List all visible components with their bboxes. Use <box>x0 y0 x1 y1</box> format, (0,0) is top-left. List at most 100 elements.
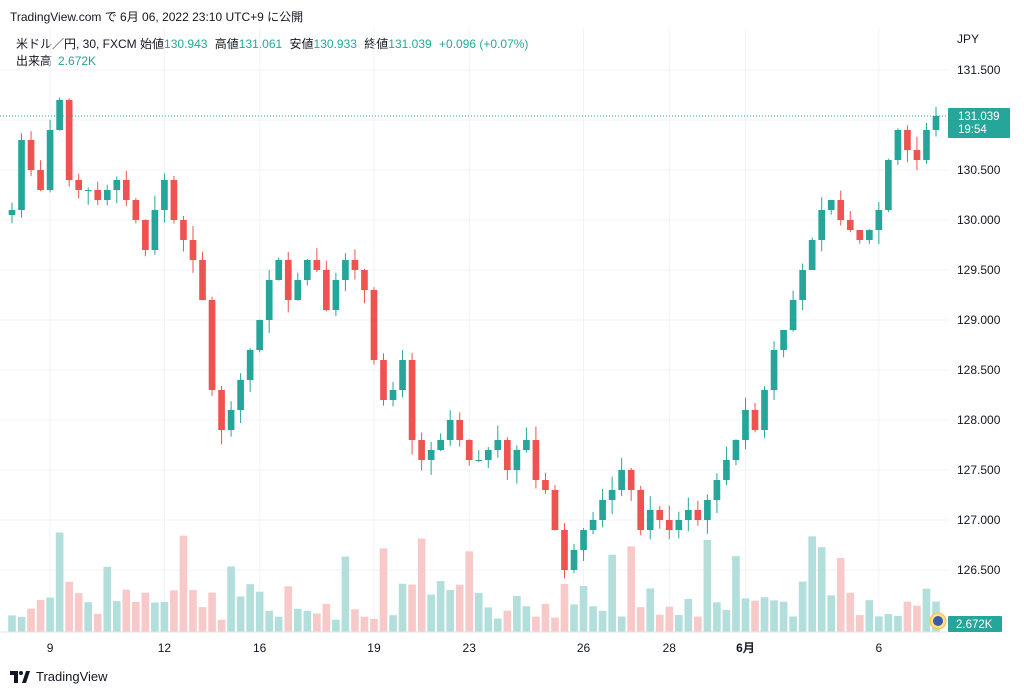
candle-body <box>408 360 416 440</box>
volume-bar <box>17 616 26 632</box>
open-label: 始値 <box>140 37 165 51</box>
volume-bar <box>684 598 693 632</box>
candle-body <box>27 140 35 170</box>
low-label: 安値 <box>289 37 314 51</box>
volume-bar <box>151 602 159 632</box>
candle-body <box>570 550 578 570</box>
footer-brand[interactable]: TradingView <box>10 669 108 684</box>
candle-body <box>818 210 826 240</box>
symbol-legend: 米ドル／円, 30, FXCM 始値130.943 高値131.061 安値13… <box>16 35 532 52</box>
candle-body <box>932 116 940 130</box>
volume-bar <box>865 600 874 632</box>
candle-body <box>227 410 235 430</box>
symbol-name[interactable]: 米ドル／円, 30, FXCM <box>16 37 137 51</box>
brand-name: TradingView <box>36 669 108 684</box>
volume-bar <box>703 539 712 632</box>
candle-body <box>389 390 397 400</box>
candle-body <box>608 490 616 500</box>
time-tick-label: 23 <box>463 641 477 655</box>
candle-body <box>208 300 216 390</box>
volume-bar <box>503 610 512 632</box>
candle-body <box>732 440 740 460</box>
volume-bar <box>8 615 16 632</box>
volume-bar <box>570 604 578 632</box>
volume-bar <box>74 593 83 632</box>
volume-bar <box>694 616 702 632</box>
price-tick-label: 131.500 <box>957 63 1001 77</box>
candle-body <box>808 240 816 270</box>
volume-bar <box>436 581 445 632</box>
candle-body <box>599 500 606 520</box>
time-tick-label: 28 <box>663 641 677 655</box>
candle-body <box>542 480 549 490</box>
volume-bar <box>894 615 902 632</box>
volume-bar <box>389 615 397 632</box>
time-axis: 9 12 16 19 23 26 28 6月 6 <box>47 641 883 655</box>
candle-body <box>484 450 492 460</box>
volume-bar <box>913 605 921 632</box>
volume-bar <box>760 597 769 632</box>
volume-bar <box>875 616 883 632</box>
candle-body <box>523 440 530 450</box>
volume-bar <box>112 601 121 632</box>
volume-bar <box>713 602 721 632</box>
candle-body <box>923 130 930 160</box>
candle-body <box>837 200 845 220</box>
candle-body <box>446 420 454 440</box>
price-tick-label: 130.000 <box>957 213 1001 227</box>
candle-body <box>180 220 187 240</box>
candle-body <box>370 290 378 360</box>
volume-bar <box>179 535 188 632</box>
price-tick-label: 127.500 <box>957 463 1001 477</box>
volume-bar <box>741 598 750 632</box>
candle-body <box>237 380 244 410</box>
candle-body <box>170 180 178 220</box>
volume-label: 出来高 <box>16 54 53 68</box>
candle-body <box>865 230 873 240</box>
candle-body <box>113 180 121 190</box>
candle-body <box>399 360 406 390</box>
tradingview-logo-icon <box>10 670 30 683</box>
volume-bar <box>408 584 416 632</box>
volume-bar <box>27 608 35 632</box>
candle-body <box>151 210 159 250</box>
volume-bar <box>855 615 864 632</box>
volume-tag-text: 2.672K <box>956 619 993 631</box>
candle-body <box>561 530 568 570</box>
volume-bar <box>541 603 550 632</box>
volume-bar <box>217 619 226 632</box>
candles <box>8 97 940 579</box>
volume-bar <box>770 600 778 632</box>
volume-bar <box>627 546 635 632</box>
last-price-tag <box>948 108 1010 138</box>
candle-body <box>580 530 587 550</box>
countdown-text: 19:54 <box>958 124 987 136</box>
volume-bar <box>598 610 607 632</box>
time-tick-label: 6 <box>876 641 883 655</box>
close-value: 131.039 <box>388 37 432 51</box>
price-tick-label: 128.500 <box>957 363 1001 377</box>
candle-body <box>313 260 321 270</box>
volume-bar <box>198 607 207 632</box>
volume-bar <box>836 558 845 632</box>
volume-bar <box>398 583 407 632</box>
candle-body <box>723 460 730 480</box>
volume-bar <box>579 585 588 632</box>
volume-bar <box>284 586 293 632</box>
volume-bar <box>655 614 664 632</box>
candle-body <box>94 190 102 200</box>
candle-body <box>342 260 349 280</box>
candle-body <box>303 260 311 280</box>
time-tick-label: 9 <box>47 641 54 655</box>
volume-bar <box>484 607 493 632</box>
volume-bar <box>65 581 73 632</box>
candle-body <box>694 510 702 520</box>
time-tick-label: 12 <box>158 641 172 655</box>
candle-body <box>684 510 692 520</box>
candle-body <box>618 470 625 490</box>
candle-body <box>656 510 664 520</box>
candle-body <box>789 300 797 330</box>
volume-bar <box>732 556 740 632</box>
candle-body <box>361 270 368 290</box>
